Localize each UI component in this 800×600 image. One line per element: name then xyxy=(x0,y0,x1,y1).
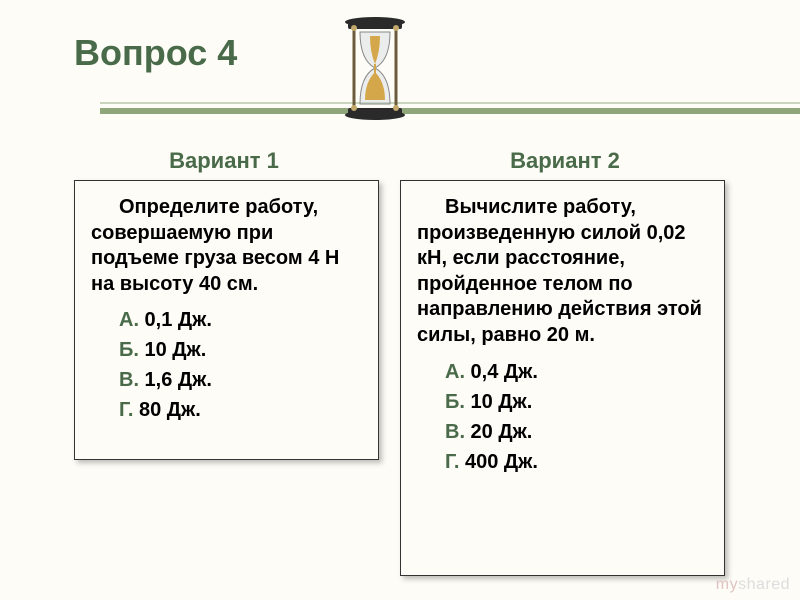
variant2-panel: Вычислите работу, произведенную силой 0,… xyxy=(400,180,725,576)
variant1-question: Определите работу, совершаемую при подъе… xyxy=(91,195,362,297)
option-text: 10 Дж. xyxy=(139,339,206,361)
option-text: 0,1 Дж. xyxy=(139,309,212,331)
hourglass-icon xyxy=(330,10,420,120)
variant1-option-d: Г. 80 Дж. xyxy=(91,395,362,425)
variant1-option-a: А. 0,1 Дж. xyxy=(91,305,362,335)
option-letter: Б. xyxy=(445,391,465,413)
variant2-option-a: А. 0,4 Дж. xyxy=(417,357,708,387)
option-text: 400 Дж. xyxy=(459,451,537,473)
option-letter: В. xyxy=(119,369,139,391)
watermark-my: my xyxy=(716,576,738,593)
variant2-option-d: Г. 400 Дж. xyxy=(417,447,708,477)
option-letter: А. xyxy=(119,309,139,331)
variant2-option-c: В. 20 Дж. xyxy=(417,417,708,447)
option-text: 80 Дж. xyxy=(133,399,200,421)
variant1-option-b: Б. 10 Дж. xyxy=(91,335,362,365)
option-letter: В. xyxy=(445,421,465,443)
decorative-line-top xyxy=(100,102,800,104)
option-letter: Б. xyxy=(119,339,139,361)
variant2-question: Вычислите работу, произведенную силой 0,… xyxy=(417,195,708,349)
variant1-heading: Вариант 1 xyxy=(74,148,374,174)
option-letter: Г. xyxy=(445,451,459,473)
variant2-option-b: Б. 10 Дж. xyxy=(417,387,708,417)
option-text: 0,4 Дж. xyxy=(465,361,538,383)
slide-title: Вопрос 4 xyxy=(74,32,237,74)
option-letter: А. xyxy=(445,361,465,383)
watermark: myshared xyxy=(716,576,790,594)
option-text: 1,6 Дж. xyxy=(139,369,212,391)
decorative-line xyxy=(100,108,800,114)
option-text: 20 Дж. xyxy=(465,421,532,443)
option-letter: Г. xyxy=(119,399,133,421)
variant2-heading: Вариант 2 xyxy=(410,148,720,174)
option-text: 10 Дж. xyxy=(465,391,532,413)
watermark-shared: shared xyxy=(738,576,790,593)
variant1-panel: Определите работу, совершаемую при подъе… xyxy=(74,180,379,460)
variant1-option-c: В. 1,6 Дж. xyxy=(91,365,362,395)
